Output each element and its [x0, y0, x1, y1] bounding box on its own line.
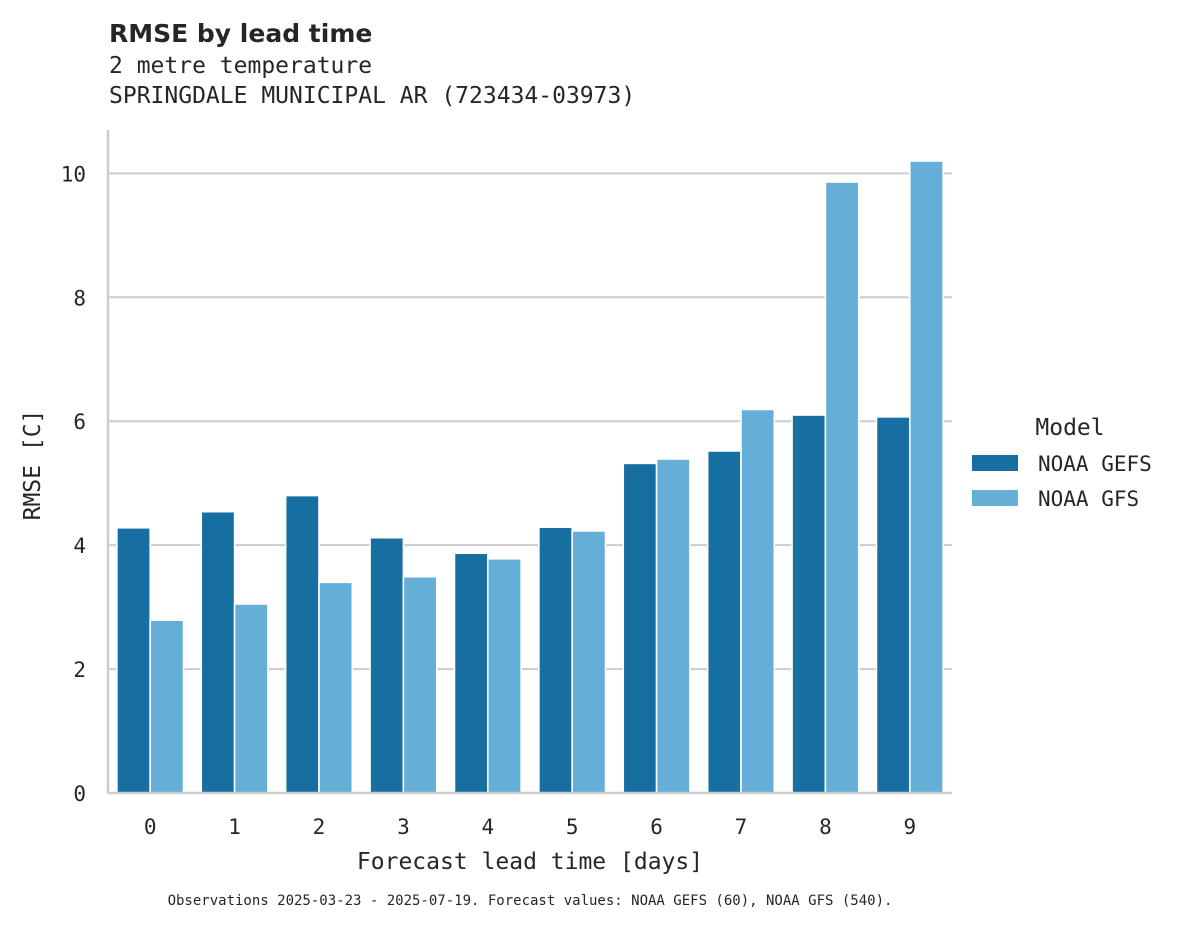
bar-gefs-day-2 [284, 494, 320, 794]
bar-gefs-day-7 [706, 450, 742, 794]
footnote: Observations 2025-03-23 - 2025-07-19. Fo… [168, 893, 893, 909]
x-tick-label: 7 [735, 815, 748, 839]
bar-gfs-day-5 [571, 530, 607, 794]
y-tick-label: 0 [73, 782, 86, 806]
bar-gefs-day-1 [200, 510, 236, 794]
bar-gfs-day-2 [318, 581, 354, 794]
legend-swatch-gefs [972, 455, 1018, 471]
bar-gfs-day-7 [740, 408, 776, 794]
x-tick-label: 9 [903, 815, 916, 839]
y-tick-labels: 0 2 4 6 8 10 [61, 162, 86, 806]
y-tick-label: 2 [73, 658, 86, 682]
x-tick-label: 5 [566, 815, 579, 839]
bar-gfs-day-4 [486, 557, 522, 794]
x-axis-label: Forecast lead time [days] [357, 849, 703, 875]
y-tick-label: 8 [73, 286, 86, 310]
bar-gfs-day-9 [908, 160, 944, 794]
bar-gefs-day-4 [453, 552, 489, 794]
chart-title: RMSE by lead time [109, 19, 372, 48]
x-tick-labels: 0 1 2 3 4 5 6 7 8 9 [144, 815, 916, 839]
x-tick-label: 2 [313, 815, 326, 839]
legend-title: Model [1035, 415, 1104, 441]
legend-label-gfs: NOAA GFS [1038, 487, 1139, 511]
x-tick-label: 6 [650, 815, 663, 839]
bar-gefs-day-3 [369, 536, 405, 794]
chart-subtitle-variable: 2 metre temperature [109, 53, 372, 79]
bar-gfs-day-6 [655, 458, 691, 794]
bar-gefs-day-6 [622, 462, 658, 794]
x-tick-label: 4 [481, 815, 494, 839]
y-tick-label: 4 [73, 534, 86, 558]
x-tick-label: 0 [144, 815, 157, 839]
bar-gefs-day-9 [875, 416, 911, 794]
y-axis-label: RMSE [C] [20, 410, 46, 521]
legend-label-gefs: NOAA GEFS [1038, 452, 1152, 476]
bar-gefs-day-8 [791, 414, 827, 794]
bar-gfs-day-8 [824, 181, 860, 794]
bar-gefs-day-5 [538, 526, 574, 794]
y-tick-label: 6 [73, 410, 86, 434]
x-tick-label: 1 [228, 815, 241, 839]
bar-gfs-day-0 [149, 619, 185, 794]
bar-gfs-day-3 [402, 575, 438, 794]
bar-gefs-day-0 [116, 526, 152, 794]
axes [106, 130, 952, 795]
legend: Model NOAA GEFS NOAA GFS [972, 415, 1152, 511]
legend-swatch-gfs [972, 490, 1018, 506]
chart-subtitle-station: SPRINGDALE MUNICIPAL AR (723434-03973) [109, 83, 635, 109]
bars [116, 160, 944, 794]
bar-gfs-day-1 [233, 603, 269, 794]
x-tick-label: 3 [397, 815, 410, 839]
y-tick-label: 10 [61, 162, 86, 186]
x-tick-label: 8 [819, 815, 832, 839]
